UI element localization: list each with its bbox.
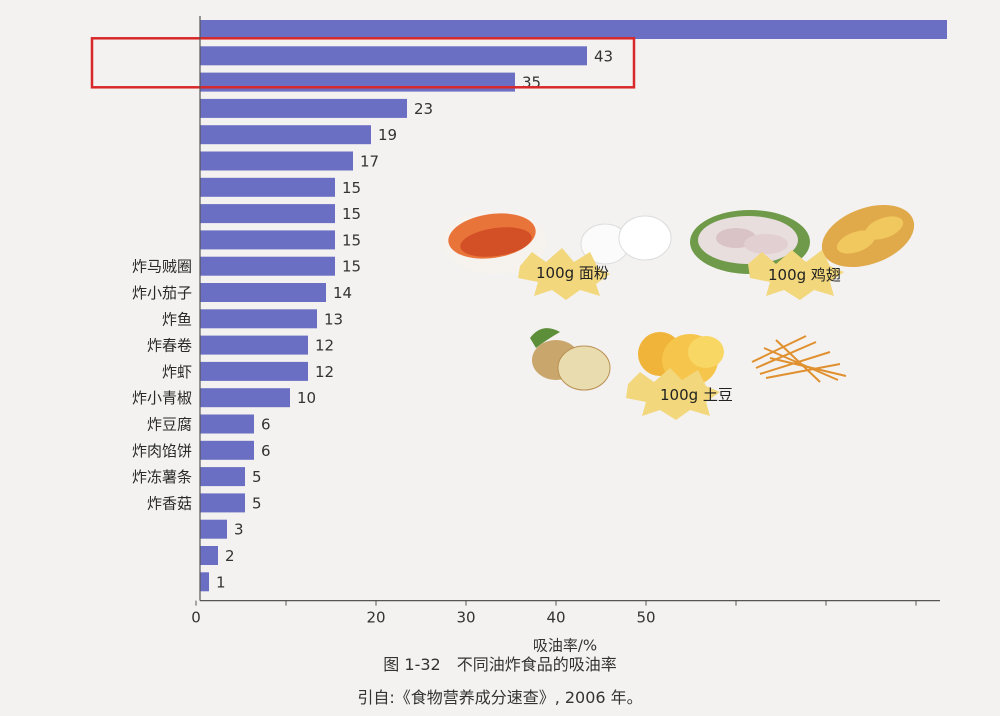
bar-19 bbox=[200, 519, 227, 539]
value-label-17: 5 bbox=[252, 468, 262, 486]
bar-11 bbox=[200, 309, 317, 329]
bar-20 bbox=[200, 546, 218, 565]
category-label-17: 炸冻薯条 bbox=[132, 468, 192, 486]
value-label-18: 5 bbox=[252, 494, 262, 512]
value-label-6: 15 bbox=[342, 179, 361, 197]
category-label-11: 炸鱼 bbox=[162, 310, 192, 328]
bar-16 bbox=[200, 440, 254, 460]
bar-15 bbox=[200, 414, 254, 434]
bar-0 bbox=[200, 20, 947, 39]
potato-food-icon bbox=[530, 328, 847, 420]
bar-1 bbox=[200, 46, 587, 66]
value-label-5: 17 bbox=[360, 153, 379, 171]
bar-21 bbox=[200, 572, 209, 592]
chicken-wing-label: 100g 鸡翅 bbox=[768, 266, 841, 284]
value-label-16: 6 bbox=[261, 442, 271, 460]
category-label-12: 炸春卷 bbox=[147, 337, 192, 355]
flour-label: 100g 面粉 bbox=[536, 264, 609, 282]
bar-6 bbox=[200, 177, 335, 197]
figure-source: 引自:《食物营养成分速查》, 2006 年。 bbox=[357, 688, 643, 707]
bar-3 bbox=[200, 98, 407, 118]
chicken-wing-food-icon bbox=[690, 204, 915, 300]
value-label-19: 3 bbox=[234, 521, 244, 539]
bar-14 bbox=[200, 388, 290, 408]
bar-7 bbox=[200, 204, 335, 224]
x-axis-title: 吸油率/% bbox=[533, 637, 597, 655]
value-label-21: 1 bbox=[216, 573, 226, 591]
value-label-14: 10 bbox=[297, 389, 316, 407]
value-label-11: 13 bbox=[324, 310, 343, 328]
value-label-9: 15 bbox=[342, 258, 361, 276]
value-label-13: 12 bbox=[315, 363, 334, 381]
x-tick-label-0: 0 bbox=[191, 609, 201, 627]
value-label-4: 19 bbox=[378, 126, 397, 144]
category-label-15: 炸豆腐 bbox=[147, 416, 192, 434]
x-tick-label-3: 30 bbox=[456, 609, 475, 627]
value-label-12: 12 bbox=[315, 337, 334, 355]
bar-12 bbox=[200, 335, 308, 355]
chicken-wing-illustration: 100g 鸡翅 bbox=[688, 202, 923, 306]
category-label-13: 炸虾 bbox=[162, 363, 192, 381]
figure-caption: 图 1-32 不同油炸食品的吸油率 bbox=[383, 655, 617, 674]
x-tick-label-2: 20 bbox=[366, 609, 385, 627]
bar-8 bbox=[200, 230, 335, 250]
flour-food-icon bbox=[443, 210, 672, 300]
highlight-box bbox=[90, 37, 636, 89]
value-label-15: 6 bbox=[261, 416, 271, 434]
category-label-16: 炸肉馅饼 bbox=[132, 442, 192, 460]
category-label-9: 炸马贼圈 bbox=[132, 258, 192, 276]
x-tick-label-4: 40 bbox=[546, 609, 565, 627]
bar-18 bbox=[200, 493, 245, 513]
value-label-1: 43 bbox=[594, 47, 613, 65]
x-tick-label-5: 50 bbox=[636, 609, 655, 627]
potato-label: 100g 土豆 bbox=[660, 386, 733, 404]
category-label-14: 炸小青椒 bbox=[132, 389, 192, 407]
value-label-3: 23 bbox=[414, 100, 433, 118]
bar-17 bbox=[200, 467, 245, 487]
bar-5 bbox=[200, 151, 353, 171]
bar-9 bbox=[200, 256, 335, 276]
bar-2 bbox=[200, 72, 515, 92]
value-label-8: 15 bbox=[342, 231, 361, 249]
value-label-7: 15 bbox=[342, 205, 361, 223]
category-label-18: 炸香菇 bbox=[147, 494, 192, 512]
bar-4 bbox=[200, 125, 371, 145]
category-label-10: 炸小茄子 bbox=[132, 284, 192, 302]
bar-13 bbox=[200, 361, 308, 381]
flour-illustration: 100g 面粉 bbox=[440, 196, 690, 300]
bar-10 bbox=[200, 283, 326, 302]
value-label-10: 14 bbox=[333, 284, 352, 302]
potato-illustration: 100g 土豆 bbox=[520, 318, 865, 422]
value-label-2: 35 bbox=[522, 74, 541, 92]
value-label-20: 2 bbox=[225, 547, 235, 565]
